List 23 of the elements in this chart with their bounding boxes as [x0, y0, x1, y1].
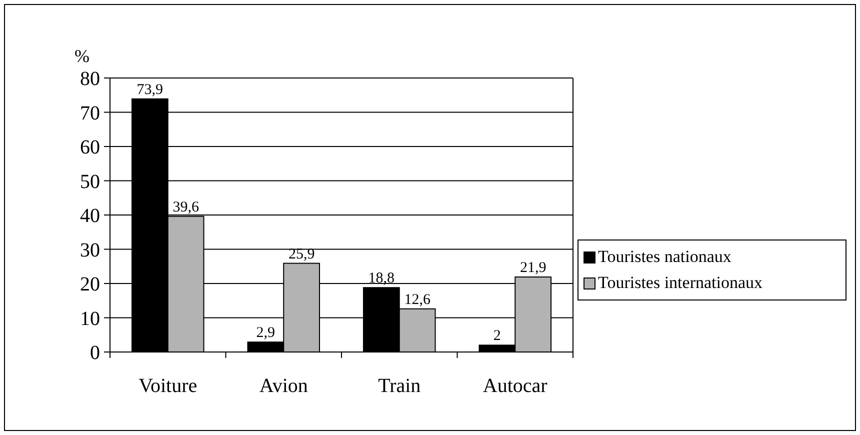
y-tick-label: 60: [80, 136, 100, 158]
data-label: 73,9: [136, 82, 164, 98]
data-label: 18,8: [368, 270, 395, 287]
data-label: 39,6: [172, 199, 200, 216]
x-tick-label: Avion: [259, 375, 308, 397]
y-tick-label: 80: [80, 68, 100, 90]
y-tick-label: 0: [90, 342, 100, 364]
y-tick-label: 10: [80, 308, 100, 330]
y-tick-label: 30: [80, 239, 100, 262]
y-tick-label: 50: [80, 170, 100, 193]
y-tick-label: 70: [80, 102, 100, 124]
x-tick-label: Voiture: [138, 375, 198, 397]
y-axis-title: %: [74, 46, 90, 66]
y-tick-label: 20: [80, 274, 100, 296]
x-tick-label: Train: [378, 375, 421, 397]
data-label: 12,6: [404, 292, 431, 308]
legend-label: Touristes internationaux: [598, 273, 764, 292]
x-tick-label: Autocar: [482, 375, 548, 397]
y-tick-label: 40: [80, 205, 100, 227]
data-label: 2: [493, 328, 501, 344]
legend-label: Touristes nationaux: [598, 247, 732, 266]
data-label: 21,9: [520, 260, 546, 276]
data-label: 2,9: [256, 325, 276, 342]
